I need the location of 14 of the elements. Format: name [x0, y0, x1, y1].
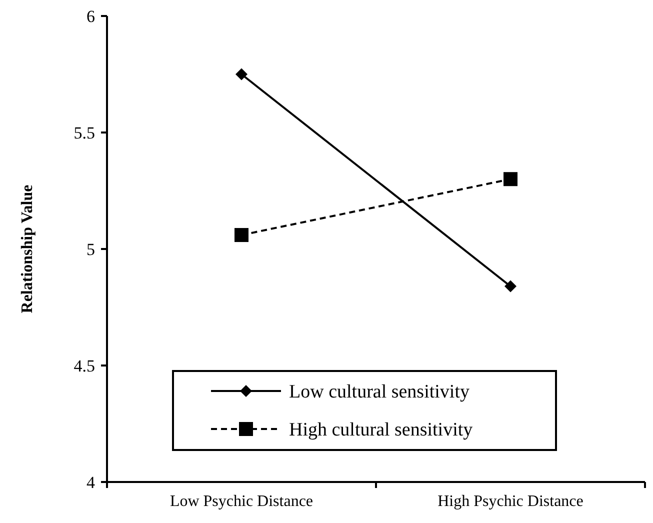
y-tick-label: 5.5: [74, 123, 95, 142]
x-tick-label: High Psychic Distance: [438, 493, 584, 510]
point: [236, 68, 248, 80]
legend-label: High cultural sensitivity: [289, 420, 474, 441]
point: [504, 280, 516, 292]
point: [234, 228, 248, 242]
y-tick-label: 6: [86, 6, 95, 26]
y-tick-label: 5: [86, 240, 95, 259]
x-tick-label: Low Psychic Distance: [170, 493, 314, 510]
y-axis-title: Relationship Value: [19, 184, 36, 314]
legend-label: Low cultural sensitivity: [289, 382, 470, 403]
point: [504, 172, 518, 186]
y-tick-label: 4.5: [74, 356, 95, 376]
y-tick-label: 4: [86, 472, 96, 492]
